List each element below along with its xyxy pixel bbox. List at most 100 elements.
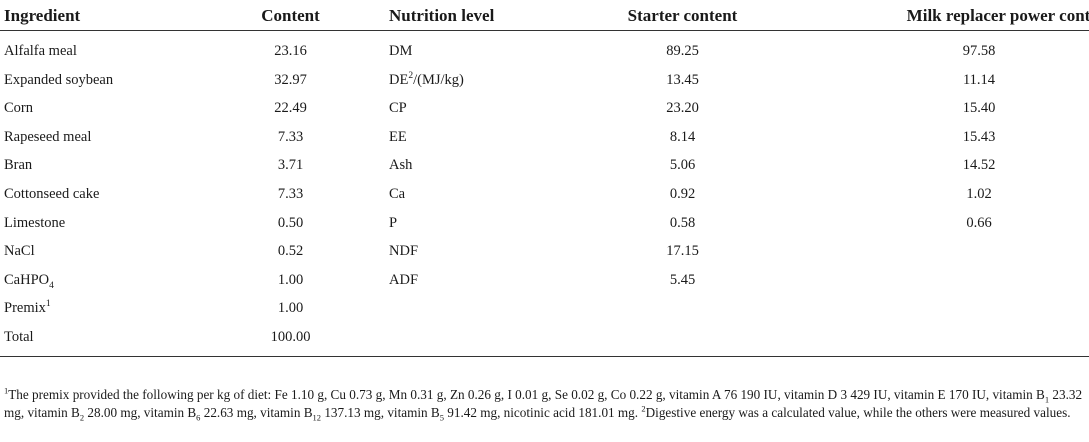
milk-replacer-cell: 1.02: [966, 186, 992, 203]
nutrient-footnote-marker: 2: [408, 70, 414, 81]
milk-replacer-cell: 97.58: [962, 43, 996, 60]
ingredient-name: Bran: [4, 157, 33, 174]
nutrient-name: DM: [389, 43, 413, 60]
starter-cell: 17.15: [666, 243, 699, 260]
nutrient-name: EE: [389, 128, 407, 145]
milk-replacer-cell: [819, 294, 1089, 323]
starter-cell: 5.45: [669, 271, 696, 288]
ingredient-cell: CaHPO4: [0, 266, 192, 295]
table-row: NaCl 0.52 NDF 17.15: [0, 237, 1089, 266]
footnote-sub: 2: [79, 412, 85, 423]
starter-cell: 0.58: [669, 214, 696, 231]
nutrient-cell: ADF: [389, 266, 566, 295]
ingredient-cell: Premix1: [0, 294, 192, 323]
footnote-sub: 6: [196, 412, 201, 423]
table-container: Ingredient Content Nutrition level Start…: [0, 0, 1089, 422]
nutrient-cell: DM: [389, 31, 566, 66]
content-cell: 100.00: [192, 322, 389, 357]
table-row: Total 100.00: [0, 322, 1089, 357]
ingredient-name: Cottonseed cake: [4, 186, 100, 203]
starter-cell: 0.92: [669, 186, 696, 203]
table-row: Corn 22.49 CP 23.20 15.40: [0, 94, 1089, 123]
nutrient-name: Ca: [389, 186, 406, 203]
nutrient-name: Ash: [389, 157, 413, 174]
ingredient-name: Premix: [4, 300, 46, 317]
nutrient-name: ADF: [389, 271, 419, 288]
ingredient-cell: Corn: [0, 94, 192, 123]
table-row: Bran 3.71 Ash 5.06 14.52: [0, 151, 1089, 180]
ingredient-cell: Alfalfa meal: [0, 31, 192, 66]
milk-replacer-cell: 0.66: [966, 214, 992, 231]
nutrient-cell: Ca: [389, 180, 566, 209]
ingredient-cell: Expanded soybean: [0, 66, 192, 95]
ingredient-cell: Limestone: [0, 209, 192, 238]
nutrient-name: CP: [389, 100, 407, 117]
starter-cell: [566, 322, 819, 357]
milk-replacer-cell: 15.40: [962, 100, 996, 117]
ingredient-cell: Total: [0, 322, 192, 357]
starter-cell: 13.45: [666, 71, 699, 88]
footnote-sub: 12: [312, 412, 322, 423]
starter-cell: [566, 294, 819, 323]
nutrient-cell: DE2/(MJ/kg): [389, 66, 566, 95]
footnote-marker-1: 1: [4, 385, 9, 396]
ingredient-name: Total: [4, 328, 34, 345]
nutrient-name: P: [389, 214, 398, 231]
nutrient-cell: EE: [389, 123, 566, 152]
starter-cell: 89.25: [666, 43, 699, 60]
milk-replacer-cell: [819, 322, 1089, 357]
content-cell: 7.33: [277, 186, 304, 203]
footnote-sub: 5: [439, 412, 444, 423]
ingredient-subscript: 4: [49, 280, 54, 291]
nutrient-cell: Ash: [389, 151, 566, 180]
ingredient-name: NaCl: [4, 243, 35, 260]
nutrient-cell: [389, 294, 566, 323]
header-starter-content: Starter content: [566, 0, 819, 31]
milk-replacer-cell: 11.14: [962, 71, 996, 88]
table-row: Expanded soybean 32.97 DE2/(MJ/kg) 13.45 11.…: [0, 66, 1089, 95]
footnote-text: The premix provided the following per kg…: [8, 387, 1045, 402]
ingredient-name: Limestone: [4, 214, 66, 231]
ingredient-name: Alfalfa meal: [4, 43, 77, 60]
table-row: Limestone 0.50 P 0.58 0.66: [0, 209, 1089, 238]
footnote: 1The premix provided the following per k…: [0, 386, 1085, 422]
content-cell: 0.50: [277, 214, 304, 231]
nutrient-cell: NDF: [389, 237, 566, 266]
content-cell: 7.33: [277, 128, 304, 145]
table-row: Cottonseed cake 7.33 Ca 0.92 1.02: [0, 180, 1089, 209]
footnote-sub: 1: [1044, 394, 1050, 405]
footnote-text: 23.32 mg, vitamin B: [4, 387, 1083, 420]
header-milk-replacer: Milk replacer power content: [819, 0, 1089, 31]
table-row: CaHPO4 1.00 ADF 5.45: [0, 266, 1089, 295]
nutrient-cell: P: [389, 209, 566, 238]
starter-cell: 5.06: [669, 157, 696, 174]
table-body: Alfalfa meal 23.16 DM 89.25 97.58 Expanded so…: [0, 31, 1089, 357]
header-row: Ingredient Content Nutrition level Start…: [0, 0, 1089, 31]
ingredient-cell: Bran: [0, 151, 192, 180]
starter-cell: 8.14: [669, 128, 696, 145]
nutrient-cell: [389, 322, 566, 357]
nutrient-name: DE: [389, 71, 409, 88]
content-cell: 3.71: [277, 157, 304, 174]
milk-replacer-cell: [819, 237, 1089, 266]
content-cell: 1.00: [277, 271, 304, 288]
nutrient-name: NDF: [389, 243, 419, 260]
content-cell: 22.49: [274, 100, 307, 117]
content-cell: 32.97: [274, 71, 307, 88]
table-row: Alfalfa meal 23.16 DM 89.25 97.58: [0, 31, 1089, 66]
footnote-text: 28.00 mg, vitamin B: [84, 405, 197, 420]
ingredient-name: Expanded soybean: [4, 71, 114, 88]
milk-replacer-cell: [819, 266, 1089, 295]
ingredient-cell: Cottonseed cake: [0, 180, 192, 209]
content-cell: 1.00: [277, 300, 304, 317]
content-cell: 0.52: [277, 243, 304, 260]
table-row: Rapeseed meal 7.33 EE 8.14 15.43: [0, 123, 1089, 152]
starter-cell: 23.20: [666, 100, 699, 117]
header-nutrition-level: Nutrition level: [389, 0, 566, 31]
nutrition-table: Ingredient Content Nutrition level Start…: [0, 0, 1089, 357]
header-content: Content: [192, 0, 389, 31]
ingredient-cell: Rapeseed meal: [0, 123, 192, 152]
footnote-text: 91.42 mg, nicotinic acid 181.01 mg.: [443, 405, 642, 420]
ingredient-name: Rapeseed meal: [4, 128, 92, 145]
table-row: Premix1 1.00: [0, 294, 1089, 323]
